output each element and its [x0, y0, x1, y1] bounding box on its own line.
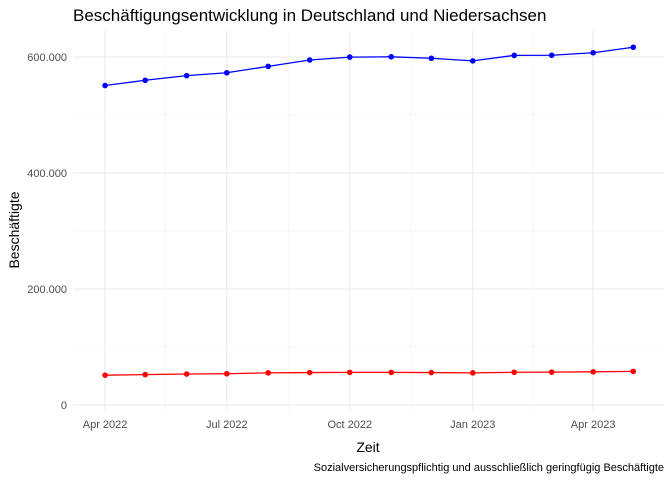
data-point — [265, 370, 272, 376]
data-point — [428, 55, 435, 62]
y-tick-label: 600.000 — [27, 52, 67, 64]
data-point — [223, 69, 230, 76]
data-point — [511, 369, 518, 376]
data-point — [183, 371, 190, 377]
data-point — [511, 52, 518, 59]
data-point — [630, 368, 637, 375]
x-axis-title: Zeit — [356, 439, 379, 455]
data-point — [428, 369, 435, 376]
data-point — [388, 54, 395, 60]
series-layer — [102, 44, 637, 378]
data-point — [142, 371, 148, 378]
data-point — [590, 369, 596, 375]
tick-labels: 0 200.000 400.000 600.000 Apr 2022 Jul 2022 Oc… — [27, 52, 615, 431]
y-axis-title: Beschäftigte — [6, 191, 22, 268]
chart-title: Beschäftigungsentwicklung in Deutschland… — [73, 6, 546, 25]
data-point — [306, 369, 313, 376]
data-point — [590, 49, 596, 56]
data-point — [102, 82, 108, 89]
x-tick-label: Apr 2022 — [83, 419, 128, 431]
data-point — [630, 44, 637, 51]
chart-caption: Sozialversicherungspflichtig und ausschl… — [314, 462, 664, 474]
y-tick-label: 200.000 — [27, 284, 67, 296]
series-line-2 — [105, 370, 634, 376]
data-point — [346, 369, 353, 376]
data-point — [548, 369, 555, 375]
x-tick-label: Oct 2022 — [327, 419, 372, 431]
data-point — [102, 372, 108, 378]
x-tick-label: Apr 2023 — [571, 419, 616, 431]
data-point — [223, 370, 230, 377]
data-point — [142, 77, 148, 84]
grid — [73, 31, 664, 412]
data-point — [183, 72, 190, 79]
data-point — [469, 370, 476, 376]
y-tick-label: 400.000 — [27, 168, 67, 180]
data-point — [306, 57, 313, 63]
y-tick-label: 0 — [61, 400, 67, 412]
x-tick-label: Jul 2022 — [206, 419, 248, 431]
data-point — [469, 58, 476, 64]
series-line-1 — [105, 46, 634, 87]
x-tick-label: Jan 2023 — [450, 419, 495, 431]
data-point — [548, 52, 555, 59]
data-point — [388, 369, 395, 376]
data-point — [265, 63, 272, 70]
data-point — [346, 54, 353, 60]
